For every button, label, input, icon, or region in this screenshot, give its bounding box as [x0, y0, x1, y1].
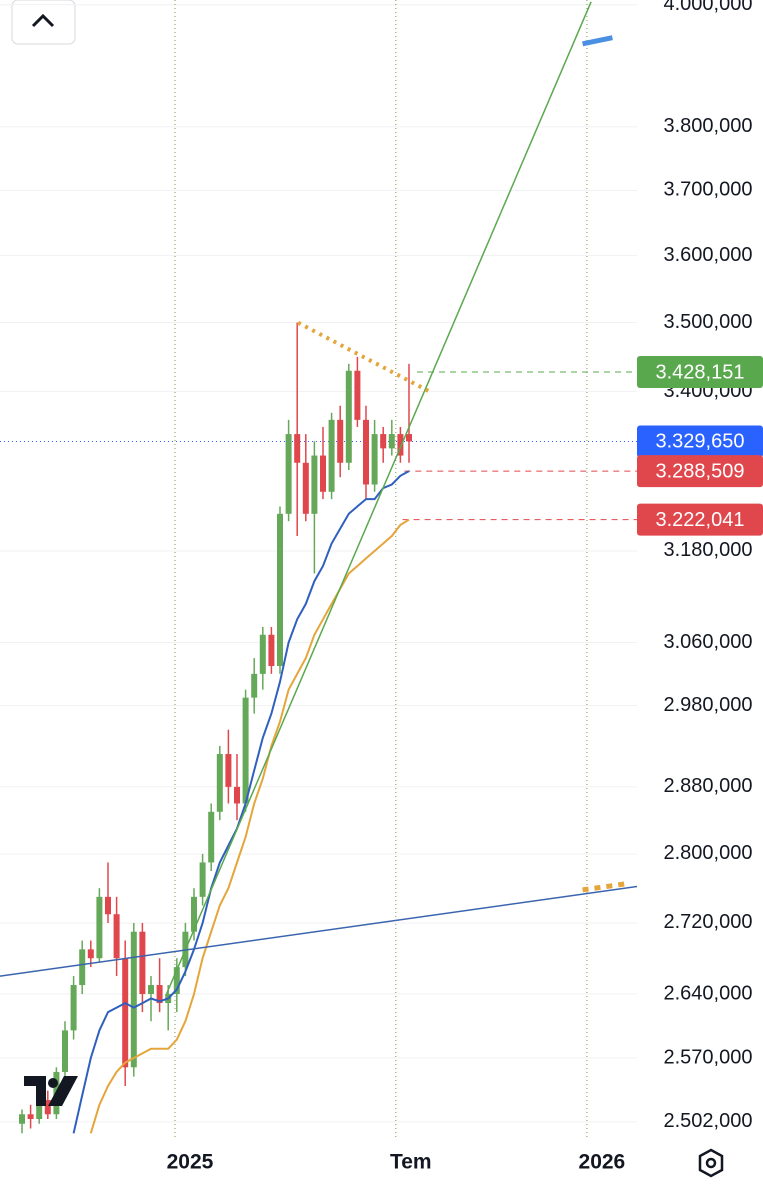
candle-body — [19, 1114, 25, 1124]
y-tick-label: 2.502,000 — [664, 1110, 753, 1132]
candle-body — [397, 434, 404, 456]
candle-body — [122, 958, 129, 1068]
candle-body — [44, 1100, 51, 1115]
candle-body — [234, 786, 240, 804]
settings-icon[interactable] — [698, 1148, 724, 1178]
y-tick-label: 3.800,000 — [664, 115, 753, 137]
settings-hex — [698, 1148, 724, 1178]
candle-body — [242, 697, 249, 804]
trendline — [582, 35, 613, 47]
x-tick-label: Tem — [390, 1151, 432, 1174]
candle-body — [277, 513, 283, 666]
logo-part — [24, 1076, 46, 1106]
logo-part — [48, 1076, 78, 1106]
price-axis — [637, 0, 763, 1140]
candle-body — [148, 985, 154, 995]
price-label: 3.288,509 — [656, 460, 745, 482]
candle-body — [259, 634, 266, 674]
collapse-button[interactable] — [11, 0, 76, 45]
moving-average-line — [72, 470, 410, 1134]
y-tick-label: 2.640,000 — [664, 982, 753, 1004]
candle-body — [302, 462, 309, 514]
y-tick-label: 3.180,000 — [664, 539, 753, 561]
y-tick-label: 3.600,000 — [664, 244, 753, 266]
y-tick-label: 2.880,000 — [664, 775, 753, 797]
candle-body — [285, 434, 292, 514]
candle-body — [251, 673, 258, 698]
candle-body — [199, 862, 206, 897]
logo-part — [48, 1078, 58, 1088]
candle-body — [406, 434, 412, 442]
candle-body — [354, 370, 361, 420]
candle-body — [79, 949, 86, 986]
candle-body — [363, 419, 369, 485]
candle-body — [62, 1030, 68, 1072]
y-tick-label: 4.000,000 — [664, 0, 753, 15]
chevron-icon — [31, 13, 55, 28]
y-tick-label: 3.700,000 — [664, 179, 753, 201]
candle-body — [320, 455, 326, 492]
price-label-bg — [637, 425, 763, 458]
candle-body — [36, 1100, 43, 1119]
candle-body — [328, 419, 335, 492]
candle-body — [70, 985, 77, 1031]
candle-body — [371, 434, 378, 485]
price-label-bg — [637, 455, 763, 488]
trendline — [165, 1, 592, 995]
candle-body — [380, 434, 387, 449]
candle-body — [225, 754, 232, 787]
candle-body — [294, 434, 301, 463]
candle-body — [87, 949, 94, 959]
price-label: 3.329,650 — [656, 431, 745, 453]
y-tick-label: 3.060,000 — [664, 631, 753, 653]
candle-body — [191, 896, 197, 932]
tradingview-logo — [24, 1076, 78, 1106]
candle-body — [173, 967, 180, 995]
trendline — [297, 320, 431, 394]
candle-body — [311, 455, 318, 514]
candle-body — [139, 931, 146, 995]
candle-body — [337, 419, 344, 463]
candle-body — [208, 811, 215, 863]
y-tick-label: 2.980,000 — [664, 694, 753, 716]
candle-body — [27, 1114, 34, 1119]
trendline — [0, 885, 638, 977]
settings-dot — [705, 1157, 717, 1169]
price-label-bg — [637, 356, 763, 389]
y-tick-label: 2.570,000 — [664, 1046, 753, 1068]
y-tick-label: 3.500,000 — [664, 311, 753, 333]
candle-body — [105, 896, 111, 915]
candle-body — [268, 634, 275, 666]
y-tick-label: 2.800,000 — [664, 842, 753, 864]
moving-average-line — [89, 518, 410, 1134]
candle-body — [113, 914, 120, 959]
x-tick-label: 2025 — [167, 1151, 214, 1174]
y-tick-label: 2.720,000 — [664, 911, 753, 933]
candle-body — [388, 434, 395, 449]
price-label: 3.222,041 — [656, 509, 745, 531]
candle-body — [345, 370, 352, 463]
candle-body — [216, 754, 223, 812]
price-label-bg — [637, 503, 763, 536]
x-tick-label: 2026 — [579, 1151, 626, 1174]
candle-body — [96, 896, 103, 959]
candle-body — [156, 985, 163, 1004]
candle-body — [130, 931, 137, 1068]
price-label: 3.428,151 — [656, 361, 745, 383]
